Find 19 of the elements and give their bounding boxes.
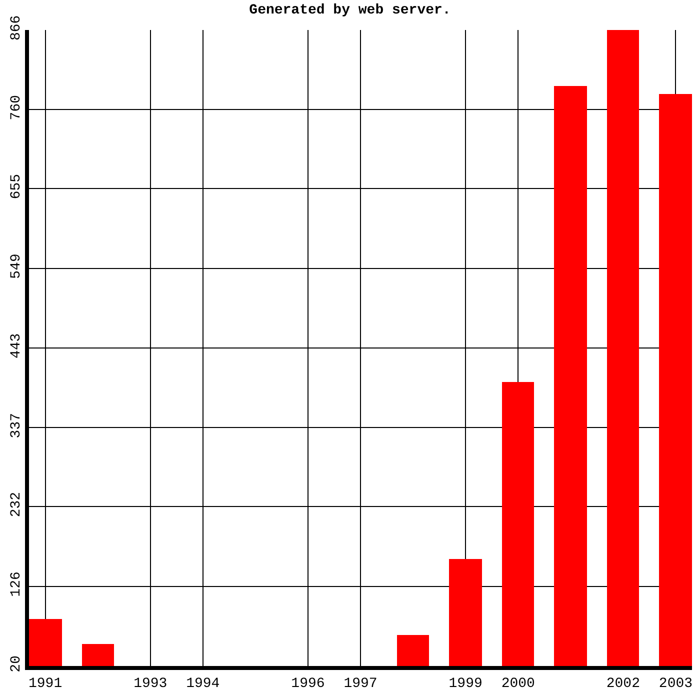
y-tick-label: 655 — [8, 174, 24, 200]
y-tick-label: 549 — [8, 254, 24, 279]
x-tick-label: 1996 — [291, 676, 325, 692]
x-tick-label: 1999 — [448, 676, 482, 692]
x-tick-label: 2000 — [501, 676, 535, 692]
x-tick-label: 2002 — [606, 676, 640, 692]
y-tick-label: 337 — [8, 412, 24, 438]
y-tick-label: 20 — [8, 655, 24, 672]
x-tick-label: 2003 — [658, 676, 693, 692]
x-tick-label: 1997 — [344, 676, 378, 692]
y-tick-label: 866 — [8, 15, 24, 41]
x-tick-label: 1994 — [186, 676, 220, 692]
x-tick-label: 1993 — [134, 676, 168, 692]
y-tick-label: 443 — [8, 333, 24, 359]
y-tick-label: 126 — [8, 572, 24, 597]
y-tick-label: 232 — [8, 492, 24, 518]
chart-title: Generated by web server. — [249, 2, 451, 18]
y-tick-label: 760 — [8, 94, 24, 120]
x-tick-label: 1991 — [28, 676, 62, 692]
